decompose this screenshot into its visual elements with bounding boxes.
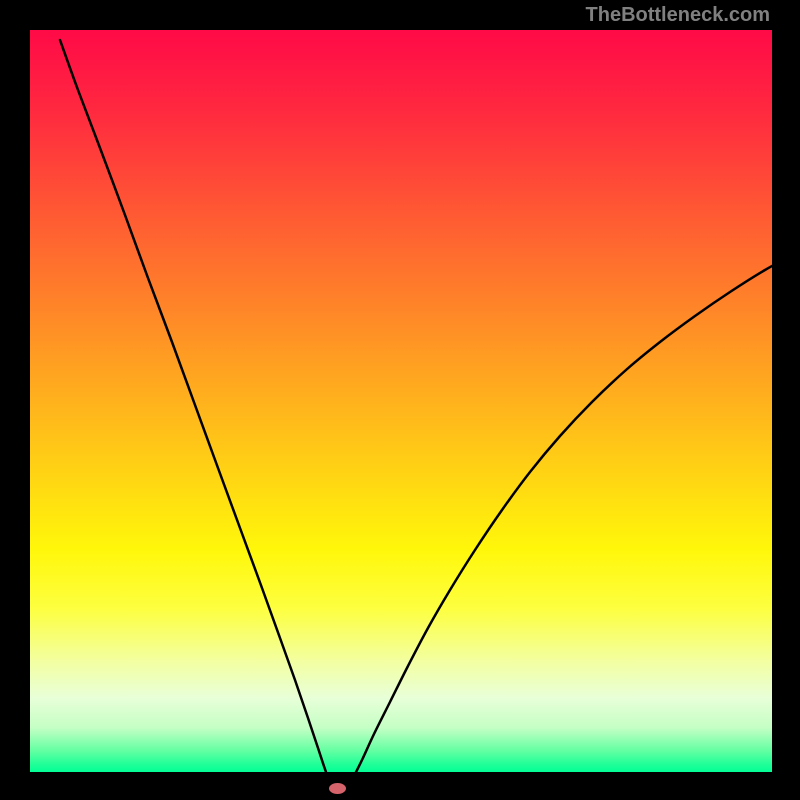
curve-layer bbox=[0, 0, 800, 800]
chart-container: TheBottleneck.com bbox=[0, 0, 800, 800]
watermark-text: TheBottleneck.com bbox=[586, 4, 770, 27]
v-curve bbox=[60, 40, 800, 799]
optimal-point-marker bbox=[329, 783, 346, 794]
